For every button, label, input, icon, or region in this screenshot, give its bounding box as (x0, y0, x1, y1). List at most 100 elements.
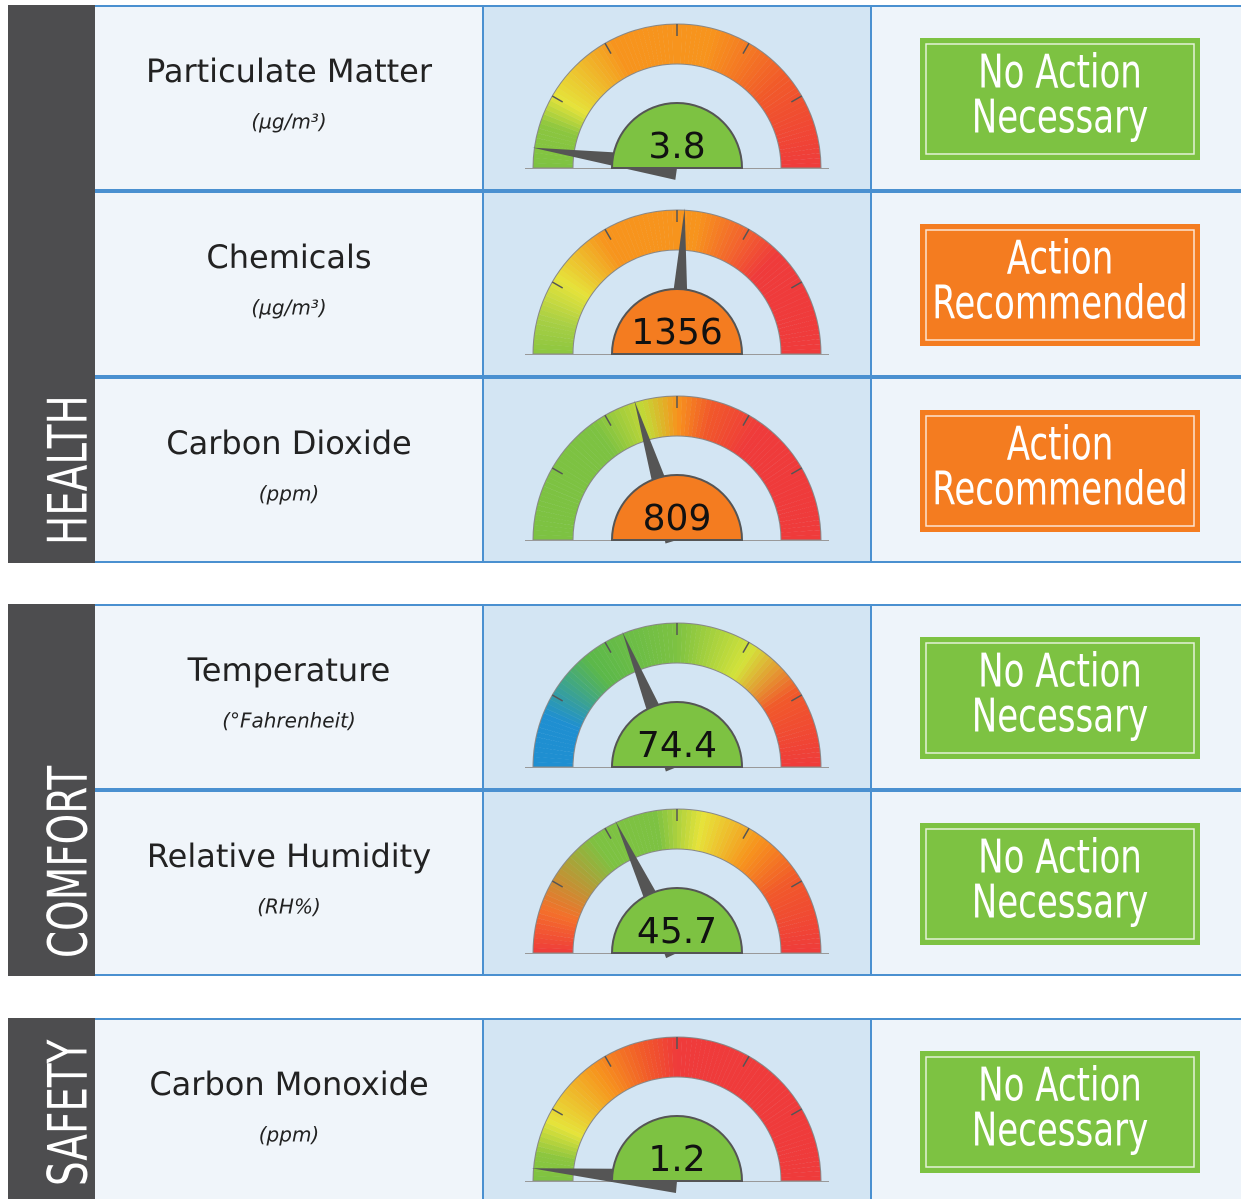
gauge-arc (780, 534, 821, 540)
gauge-arc (592, 234, 619, 270)
gauge-arc (780, 152, 821, 161)
gauge-arc (709, 1044, 727, 1084)
gauge-arc (592, 833, 619, 869)
gauge: 3.8 (525, 23, 829, 180)
gauge-arc (647, 1039, 660, 1080)
gauge-arc (698, 27, 712, 68)
gauge-arc (763, 273, 800, 299)
gauge-arc (535, 137, 576, 150)
gauge-arc (576, 845, 608, 879)
gauge-arc (719, 408, 741, 447)
gauge-arc (533, 756, 574, 764)
section-label: HEALTH (37, 395, 100, 545)
gauge-arc (777, 1146, 818, 1160)
gauge-arc (719, 1049, 741, 1088)
gauge-arc (563, 261, 598, 290)
gauge-arc (651, 25, 663, 66)
gauge-arc (605, 40, 629, 78)
gauge-arc (605, 825, 629, 863)
gauge-arc (609, 38, 632, 77)
gauge-arc (537, 1141, 578, 1156)
gauge-tick (790, 1108, 803, 1116)
gauge-arc (576, 659, 608, 693)
gauge: 45.7 (525, 808, 829, 959)
metric-unit: (ppm) (259, 1123, 319, 1147)
gauge-value: 1356 (631, 312, 723, 353)
gauge-arc (533, 348, 574, 354)
gauge-arc (691, 810, 703, 851)
gauge-arc (754, 71, 788, 102)
gauge-arc (573, 250, 605, 282)
gauge-arc (632, 814, 649, 855)
gauge-arc (584, 240, 614, 275)
gauge-arc (647, 398, 660, 439)
gauge-arc (560, 678, 596, 706)
gauge-arc (680, 1037, 688, 1078)
gauge-arc (758, 79, 794, 107)
gauge-arc (776, 727, 817, 742)
gauge-arc (722, 637, 745, 676)
gauge-arc (732, 417, 758, 454)
gauge-arc (533, 534, 574, 540)
status-text: Action (1007, 416, 1114, 471)
metric-unit: (°Fahrenheit) (222, 709, 356, 733)
gauge-arc (547, 100, 586, 123)
status-text: Action (1007, 230, 1114, 285)
gauge-arc (756, 447, 791, 477)
gauge-arc (533, 761, 574, 767)
gauge-arc (774, 717, 814, 735)
gauge-arc (719, 36, 741, 75)
gauge-arc (656, 396, 667, 438)
gauge-arc (680, 809, 688, 850)
gauge-arc (661, 24, 670, 65)
gauge-arc (774, 490, 814, 508)
gauge-arc (777, 505, 818, 519)
gauge-arc (709, 31, 727, 71)
gauge-arc (779, 927, 820, 939)
gauge-arc (535, 736, 576, 749)
gauge-arc (778, 324, 819, 337)
gauge-arc (534, 741, 575, 753)
gauge-arc (743, 1070, 774, 1104)
gauge-arc (538, 309, 579, 326)
gauge-arc (722, 1051, 745, 1090)
gauge-arc (719, 635, 741, 674)
gauge-arc (732, 830, 758, 867)
gauge-arc (580, 1070, 611, 1104)
gauge-arc (780, 1170, 821, 1178)
gauge-arc (541, 485, 581, 505)
gauge-arc (613, 635, 635, 674)
gauge-arc (735, 48, 762, 84)
gauge-arc (722, 224, 745, 263)
gauge-arc (763, 872, 800, 898)
gauge-arc (779, 741, 820, 753)
gauge-arc (618, 1047, 639, 1086)
status-box (920, 410, 1200, 532)
gauge-arc (774, 304, 814, 322)
status-box (920, 1051, 1200, 1173)
gauge-arc (605, 226, 629, 264)
gauge-tick (604, 414, 612, 427)
gauge-arc (545, 104, 584, 126)
gauge-arc (642, 213, 656, 254)
gauge-arc (777, 133, 818, 147)
gauge-arc (596, 1058, 622, 1095)
gauge-arc (563, 447, 598, 476)
gauge-arc (705, 401, 722, 442)
gauge-arc (545, 889, 584, 911)
gauge-arc (765, 1104, 802, 1130)
gauge-arc (600, 1056, 626, 1093)
gauge-arc (763, 87, 800, 113)
gauge-arc (609, 410, 632, 449)
value-dial (610, 1115, 744, 1182)
gauge-arc (774, 118, 814, 136)
gauge-arc (778, 737, 819, 750)
gauge-arc (588, 423, 616, 459)
gauge-arc (600, 415, 626, 452)
gauge-arc (773, 300, 813, 319)
gauge-arc (725, 40, 750, 78)
gauge-arc (705, 215, 722, 256)
gauge-arc (560, 265, 596, 293)
gauge-arc (533, 746, 575, 757)
gauge-arc (709, 403, 727, 443)
